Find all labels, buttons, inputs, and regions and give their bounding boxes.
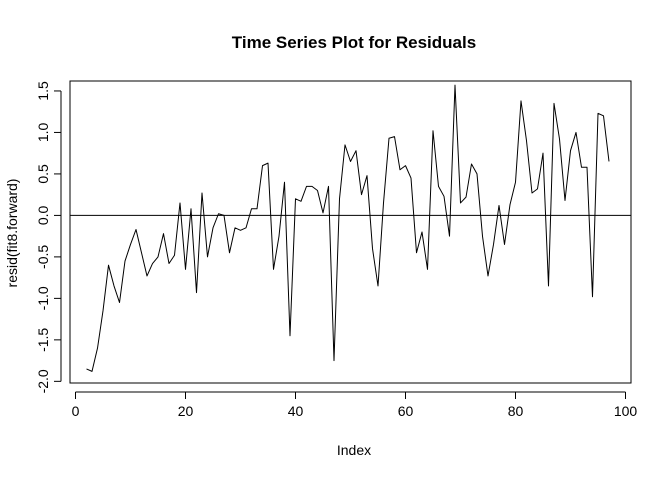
x-axis: 0 20 40 60 80 100: [72, 391, 638, 419]
y-axis: -2.0 -1.5 -1.0 -0.5 0.0 0.5 1.0 1.5: [35, 81, 62, 393]
series-group: [86, 84, 610, 372]
y-tick-label: -2.0: [35, 369, 51, 393]
y-tick-label: 1.5: [35, 81, 51, 101]
y-tick-label: 0.5: [35, 164, 51, 184]
y-tick-label: -1.0: [35, 286, 51, 310]
y-tick-label: 1.0: [35, 122, 51, 142]
x-tick-label: 100: [614, 403, 638, 419]
x-tick-label: 40: [288, 403, 304, 419]
x-tick-label: 20: [178, 403, 194, 419]
x-tick-label: 0: [72, 403, 80, 419]
series-line: [86, 84, 610, 372]
x-axis-label: Index: [337, 442, 371, 458]
y-axis-label: resid(fit8.forward): [4, 179, 20, 288]
x-tick-label: 80: [508, 403, 524, 419]
y-tick-label: 0.0: [35, 205, 51, 225]
plot-area: [69, 80, 632, 384]
y-tick-label: -0.5: [35, 245, 51, 269]
x-tick-label: 60: [398, 403, 414, 419]
y-tick-label: -1.5: [35, 328, 51, 352]
chart-title: Time Series Plot for Residuals: [232, 33, 476, 52]
